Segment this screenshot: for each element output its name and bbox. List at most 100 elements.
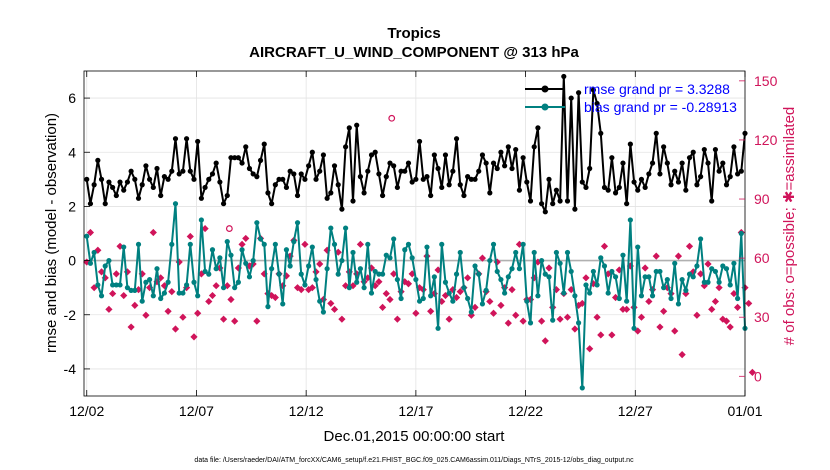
rmse-point — [228, 155, 234, 161]
bias-point — [457, 249, 463, 256]
bias-point — [424, 244, 430, 250]
bias-point — [402, 247, 408, 253]
obs-assimilated-point — [567, 286, 575, 294]
bias-point — [387, 255, 393, 261]
rmse-point — [472, 176, 478, 182]
obs-assimilated-point — [645, 297, 653, 306]
bias-point — [705, 279, 711, 285]
bias-point — [361, 285, 367, 291]
bias-point — [283, 247, 290, 253]
bias-point — [287, 263, 293, 269]
obs-assimilated-point — [748, 368, 756, 376]
obs-assimilated-point — [545, 264, 553, 272]
rmse-point — [594, 100, 600, 107]
rmse-point — [568, 95, 574, 101]
rmse-point — [302, 176, 308, 182]
obs-assimilated-point — [338, 315, 346, 323]
rmse-point — [235, 155, 241, 161]
rmse-point — [135, 195, 142, 201]
obs-assimilated-point — [464, 274, 472, 282]
bias-point — [232, 285, 238, 291]
bias-point — [357, 266, 364, 272]
rmse-point — [579, 179, 585, 185]
bias-point — [664, 276, 670, 283]
y-tick-label: 4 — [68, 144, 76, 160]
obs-assimilated-point — [441, 291, 450, 300]
rmse-point — [361, 190, 367, 196]
bias-point — [280, 301, 286, 307]
obs-assimilated-point — [171, 325, 180, 333]
y-tick-label: -4 — [64, 361, 77, 377]
rmse-point — [672, 168, 678, 174]
rmse-point — [283, 184, 290, 191]
bias-point — [209, 247, 216, 253]
x-axis-label: Dec.01,2015 00:00:00 start — [324, 428, 506, 445]
bias-point — [646, 274, 652, 280]
bias-point — [128, 287, 134, 293]
bias-point — [568, 268, 574, 275]
rmse-point — [398, 168, 404, 174]
bias-point — [187, 241, 193, 247]
bias-point — [246, 274, 253, 280]
obs-assimilated-point — [641, 264, 649, 272]
obs-assimilated-point — [685, 242, 694, 250]
obs-assimilated-point — [271, 293, 279, 302]
obs-assimilated-point — [615, 266, 623, 274]
bias-point — [409, 255, 415, 261]
rmse-point — [620, 160, 626, 166]
rmse-point — [276, 176, 282, 182]
rmse-point — [87, 201, 94, 207]
bias-point — [638, 293, 645, 299]
rmse-point — [661, 144, 667, 150]
bias-point — [672, 260, 678, 266]
rmse-point — [394, 184, 400, 191]
rmse-point — [183, 136, 190, 142]
bias-point — [365, 241, 371, 247]
rmse-point — [291, 171, 297, 177]
x-tick-label: 12/17 — [398, 403, 433, 419]
obs-assimilated-point — [179, 313, 187, 321]
rmse-point — [690, 149, 696, 155]
rmse-point — [376, 171, 382, 177]
bias-point — [331, 241, 338, 247]
bias-point — [302, 282, 308, 288]
obs-assimilated-point — [660, 307, 668, 315]
obs-assimilated-point — [134, 286, 143, 294]
rmse-point — [575, 90, 582, 96]
rmse-point — [350, 198, 356, 204]
rmse-point — [738, 168, 744, 174]
bias-point — [254, 220, 260, 226]
bias-point — [668, 295, 674, 302]
rmse-point — [165, 176, 171, 182]
bias-point — [272, 241, 278, 247]
obs-assimilated-point — [375, 278, 383, 286]
bias-point — [158, 295, 164, 302]
obs-assimilated-point — [212, 282, 220, 290]
bias-point — [579, 385, 585, 391]
x-tick-label: 12/27 — [618, 403, 653, 419]
obs-assimilated-point — [109, 289, 117, 298]
rmse-point — [357, 174, 364, 180]
bias-point — [350, 249, 356, 256]
obs-assimilated-point — [515, 240, 524, 248]
bias-point — [698, 236, 704, 242]
rmse-point — [461, 192, 467, 199]
obs-assimilated-point — [305, 286, 313, 294]
rmse-point — [354, 122, 360, 128]
bias-point — [594, 282, 600, 288]
rmse-point — [465, 174, 471, 180]
bias-point — [220, 285, 227, 291]
bias-point — [531, 249, 537, 256]
obs-assimilated-point — [730, 289, 738, 298]
rmse-point — [424, 174, 430, 180]
rmse-point — [191, 176, 197, 182]
rmse-point — [553, 187, 559, 193]
rmse-point — [158, 192, 164, 199]
bias-point — [87, 260, 94, 266]
obs-assimilated-point — [190, 333, 198, 341]
bias-point — [690, 274, 696, 280]
rmse-point — [169, 168, 175, 174]
obs-assimilated-point — [308, 284, 316, 292]
rmse-point — [587, 165, 593, 172]
rmse-point — [550, 201, 556, 207]
